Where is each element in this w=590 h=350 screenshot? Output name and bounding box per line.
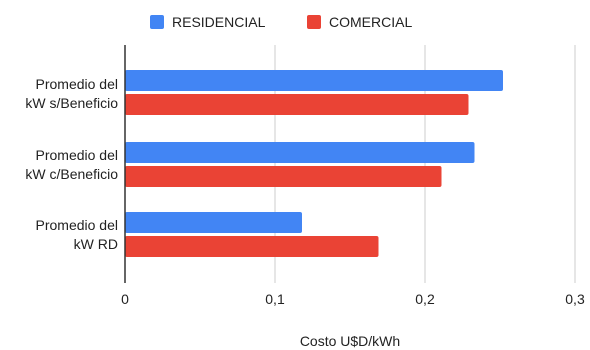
category-label-c-beneficio: Promedio del kW c/Beneficio xyxy=(25,146,118,184)
bar-residencial-2[interactable] xyxy=(125,212,302,233)
x-tick-label: 0 xyxy=(121,291,129,307)
category-label-line: kW s/Beneficio xyxy=(25,95,118,111)
legend-item-comercial[interactable]: COMERCIAL xyxy=(307,11,412,33)
legend-item-residencial[interactable]: RESIDENCIAL xyxy=(150,11,265,33)
x-tick-label: 0,1 xyxy=(265,291,285,307)
legend-label-residencial: RESIDENCIAL xyxy=(172,14,266,30)
category-label-line: kW c/Beneficio xyxy=(25,166,118,182)
x-tick-label: 0,2 xyxy=(415,291,435,307)
legend-swatch-residencial xyxy=(150,15,164,29)
category-label-s-beneficio: Promedio del kW s/Beneficio xyxy=(25,75,118,113)
bar-residencial-1[interactable] xyxy=(125,142,475,163)
legend: RESIDENCIAL COMERCIAL xyxy=(0,11,590,33)
category-label-line: Promedio del xyxy=(35,76,119,92)
legend-swatch-comercial xyxy=(307,15,321,29)
bar-comercial-0[interactable] xyxy=(125,94,469,115)
bar-residencial-0[interactable] xyxy=(125,70,503,91)
category-label-line: kW RD xyxy=(73,236,118,252)
x-tick-label: 0,3 xyxy=(565,291,585,307)
x-axis-title: Costo U$D/kWh xyxy=(299,333,401,349)
legend-label-comercial: COMERCIAL xyxy=(329,14,413,30)
category-label-rd: Promedio del kW RD xyxy=(36,216,119,254)
bar-comercial-2[interactable] xyxy=(125,236,379,257)
bar-comercial-1[interactable] xyxy=(125,166,442,187)
category-label-line: Promedio del xyxy=(35,147,119,163)
category-label-line: Promedio del xyxy=(35,217,119,233)
